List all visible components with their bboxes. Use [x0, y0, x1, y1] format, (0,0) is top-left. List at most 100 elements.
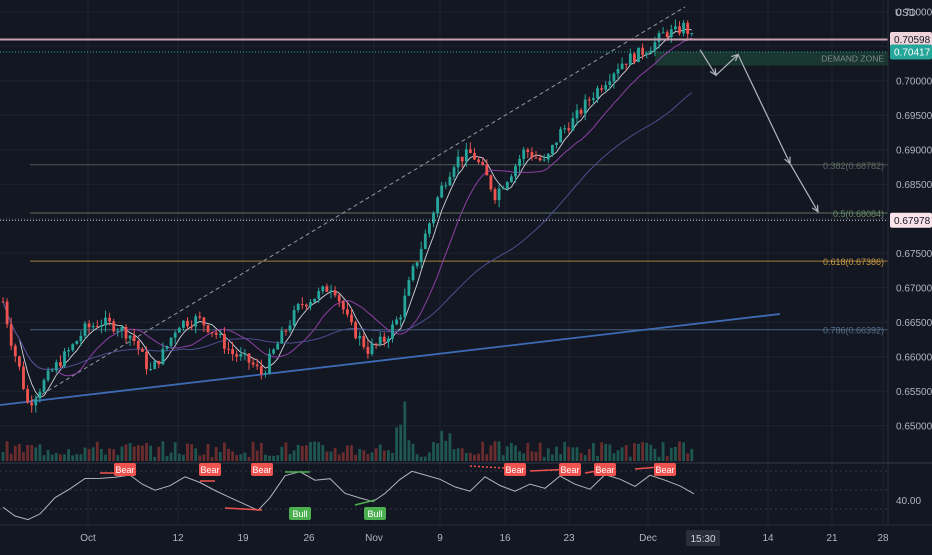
- candle-body[interactable]: [75, 341, 79, 345]
- candle-body[interactable]: [247, 353, 251, 363]
- candle-body[interactable]: [551, 145, 554, 154]
- candle-body[interactable]: [514, 166, 517, 177]
- candle-body[interactable]: [423, 233, 427, 249]
- candle-body[interactable]: [575, 110, 579, 119]
- candle-body[interactable]: [280, 330, 284, 344]
- candle-body[interactable]: [378, 336, 382, 344]
- candle-body[interactable]: [489, 175, 493, 190]
- candle-body[interactable]: [452, 167, 456, 177]
- candle-body[interactable]: [296, 303, 300, 311]
- candle-body[interactable]: [600, 88, 603, 90]
- candle-body[interactable]: [235, 354, 239, 357]
- candle-body[interactable]: [22, 366, 25, 389]
- candle-body[interactable]: [321, 286, 325, 292]
- candle-body[interactable]: [526, 149, 530, 153]
- candle-body[interactable]: [91, 325, 95, 328]
- candle-body[interactable]: [268, 353, 271, 374]
- candle-body[interactable]: [194, 316, 198, 327]
- candle-body[interactable]: [169, 337, 173, 346]
- candle-body[interactable]: [432, 212, 435, 224]
- candle-body[interactable]: [108, 317, 111, 322]
- candle-body[interactable]: [657, 33, 661, 43]
- candle-body[interactable]: [132, 335, 136, 341]
- candle-body[interactable]: [112, 321, 116, 332]
- candle-body[interactable]: [620, 63, 624, 70]
- candle-body[interactable]: [83, 323, 87, 336]
- candle-body[interactable]: [95, 325, 99, 327]
- candle-body[interactable]: [153, 360, 157, 370]
- candle-body[interactable]: [259, 366, 263, 374]
- candle-body[interactable]: [678, 26, 681, 34]
- candle-body[interactable]: [366, 346, 370, 354]
- candle-body[interactable]: [182, 320, 185, 328]
- candle-body[interactable]: [604, 85, 608, 90]
- candle-body[interactable]: [460, 156, 464, 162]
- candle-body[interactable]: [485, 164, 489, 176]
- candles[interactable]: [1, 19, 694, 413]
- candle-body[interactable]: [218, 333, 222, 335]
- candle-body[interactable]: [571, 118, 575, 131]
- candle-body[interactable]: [243, 353, 247, 355]
- candle-body[interactable]: [645, 53, 649, 55]
- candle-body[interactable]: [149, 369, 152, 371]
- candle-body[interactable]: [567, 128, 571, 131]
- candle-body[interactable]: [481, 162, 485, 165]
- candle-body[interactable]: [71, 344, 75, 351]
- candle-body[interactable]: [329, 290, 333, 292]
- candle-body[interactable]: [145, 351, 148, 370]
- candle-body[interactable]: [464, 149, 468, 162]
- candle-body[interactable]: [374, 343, 378, 345]
- price-tag[interactable]: [890, 31, 932, 47]
- candle-body[interactable]: [534, 157, 538, 159]
- candle-body[interactable]: [9, 324, 13, 346]
- candle-body[interactable]: [34, 398, 38, 406]
- candle-body[interactable]: [26, 388, 29, 403]
- candle-body[interactable]: [157, 360, 161, 365]
- candle-body[interactable]: [497, 188, 501, 201]
- candle-body[interactable]: [592, 98, 595, 101]
- candle-body[interactable]: [628, 53, 632, 65]
- candle-body[interactable]: [231, 349, 234, 355]
- candle-body[interactable]: [309, 302, 312, 307]
- candle-body[interactable]: [223, 333, 226, 349]
- candle-body[interactable]: [124, 326, 128, 339]
- candle-body[interactable]: [395, 319, 398, 325]
- candle-body[interactable]: [300, 303, 304, 305]
- candle-body[interactable]: [63, 351, 66, 367]
- candle-body[interactable]: [1, 301, 5, 303]
- candle-body[interactable]: [317, 291, 321, 299]
- candle-body[interactable]: [555, 142, 558, 146]
- candle-body[interactable]: [403, 295, 407, 318]
- candle-body[interactable]: [358, 335, 362, 339]
- candle-body[interactable]: [563, 128, 567, 130]
- candle-body[interactable]: [682, 22, 685, 34]
- candle-body[interactable]: [637, 47, 640, 63]
- candle-body[interactable]: [313, 298, 316, 303]
- candle-body[interactable]: [214, 332, 218, 335]
- candle-body[interactable]: [641, 47, 644, 55]
- candle-body[interactable]: [272, 349, 275, 354]
- candle-body[interactable]: [18, 356, 21, 367]
- candle-body[interactable]: [165, 345, 169, 349]
- candle-body[interactable]: [284, 330, 288, 332]
- candle-body[interactable]: [54, 362, 58, 371]
- candle-body[interactable]: [190, 326, 193, 328]
- candle-body[interactable]: [428, 223, 431, 234]
- candle-body[interactable]: [46, 370, 50, 381]
- candle-body[interactable]: [436, 197, 439, 213]
- candle-body[interactable]: [5, 301, 9, 325]
- candle-body[interactable]: [530, 152, 534, 158]
- candle-body[interactable]: [501, 188, 505, 190]
- candle-body[interactable]: [116, 330, 120, 332]
- candle-body[interactable]: [473, 152, 476, 160]
- candle-body[interactable]: [546, 153, 550, 160]
- candle-body[interactable]: [665, 32, 669, 38]
- candle-body[interactable]: [104, 317, 107, 326]
- price-tag[interactable]: [890, 212, 932, 228]
- candle-body[interactable]: [624, 63, 628, 65]
- candle-body[interactable]: [136, 340, 140, 349]
- price-tag[interactable]: [890, 44, 932, 60]
- candle-body[interactable]: [510, 176, 513, 183]
- candle-body[interactable]: [288, 325, 292, 331]
